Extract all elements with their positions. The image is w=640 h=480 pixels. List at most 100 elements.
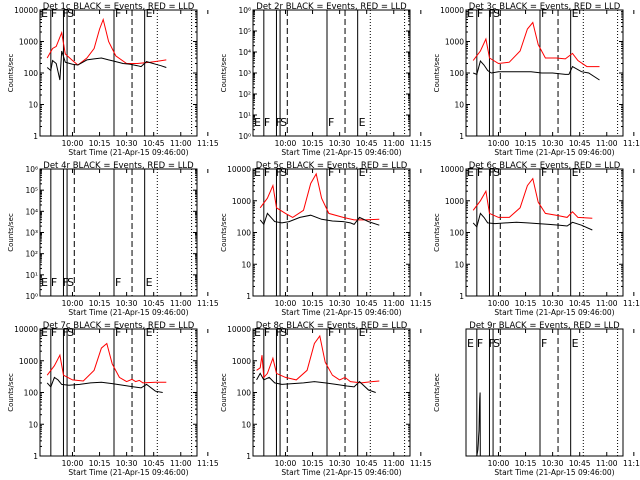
series-line-events <box>472 212 593 231</box>
interval-marker: E <box>41 7 48 20</box>
panel-title: Det 9r BLACK = Events, RED = LLD <box>469 321 620 331</box>
y-tick-label: 1 <box>459 292 464 301</box>
x-tick-label: 11:15 <box>410 299 432 308</box>
x-tick-label: 11:00 <box>170 299 192 308</box>
panel-title: Det 6c BLACK = Events, RED = LLD <box>469 161 621 171</box>
y-tick-label: 10000 <box>440 165 464 174</box>
y-tick-label: 1000 <box>445 38 464 47</box>
x-tick-label: 10:15 <box>302 299 324 308</box>
series-line-lld <box>46 342 167 384</box>
x-tick-label: 10:00 <box>488 299 510 308</box>
y-axis-label: Counts/sec <box>7 54 15 93</box>
y-tick-label: 10⁰ <box>238 132 251 141</box>
x-tick-label: 10:30 <box>116 459 138 468</box>
x-axis-label: Start Time (21-Apr-15 09:46:00) <box>281 468 401 477</box>
interval-marker: S <box>280 326 287 339</box>
x-axis-label: Start Time (21-Apr-15 09:46:00) <box>281 148 401 157</box>
x-tick-label: 10:00 <box>275 459 297 468</box>
panel-title: Det 8c BLACK = Events, RED = LLD <box>256 321 408 331</box>
interval-marker: E <box>146 326 153 339</box>
x-tick-label: 10:15 <box>89 459 111 468</box>
interval-marker: S <box>67 7 74 20</box>
interval-marker: E <box>359 326 366 339</box>
x-tick-label: 10:00 <box>275 139 297 148</box>
interval-marker: E <box>41 326 48 339</box>
y-tick-label: 10² <box>25 250 38 259</box>
x-tick-label: 10:45 <box>356 299 378 308</box>
x-tick-label: 10:30 <box>542 139 564 148</box>
interval-marker: E <box>572 337 579 350</box>
series-line-events <box>259 212 380 226</box>
interval-marker: F <box>115 326 121 339</box>
x-tick-label: 10:00 <box>62 299 84 308</box>
interval-marker: E <box>254 116 261 129</box>
series-line-events <box>256 372 376 393</box>
interval-marker: E <box>146 7 153 20</box>
interval-marker: E <box>254 166 261 179</box>
x-tick-label: 10:00 <box>275 299 297 308</box>
y-tick-label: 10 <box>28 101 38 110</box>
x-tick-label: 10:15 <box>515 459 537 468</box>
interval-marker: F <box>63 276 69 289</box>
y-tick-label: 10⁵ <box>238 27 251 36</box>
y-tick-label: 10⁰ <box>25 292 38 301</box>
x-tick-label: 10:00 <box>488 139 510 148</box>
interval-marker: E <box>146 276 153 289</box>
panel-title: Det 2r BLACK = Events, RED = LLD <box>256 2 407 12</box>
interval-marker: F <box>276 166 282 179</box>
interval-marker: F <box>541 7 547 20</box>
x-tick-label: 10:15 <box>515 139 537 148</box>
y-tick-label: 10⁴ <box>25 207 38 216</box>
x-axis-label: Start Time (21-Apr-15 09:46:00) <box>68 468 188 477</box>
x-axis-label: Start Time (21-Apr-15 09:46:00) <box>281 308 401 317</box>
y-tick-label: 1000 <box>445 197 464 206</box>
x-tick-label: 10:00 <box>62 459 84 468</box>
interval-marker: E <box>254 326 261 339</box>
series-line-lld <box>256 334 380 384</box>
series-line-lld <box>472 21 600 68</box>
interval-marker: F <box>477 166 483 179</box>
interval-marker: F <box>51 276 57 289</box>
y-tick-label: 1 <box>33 452 38 461</box>
x-tick-label: 10:45 <box>356 459 378 468</box>
x-tick-label: 10:15 <box>89 139 111 148</box>
series-line-events <box>46 50 167 81</box>
x-axis-label: Start Time (21-Apr-15 09:46:00) <box>494 468 614 477</box>
x-tick-label: 10:15 <box>302 139 324 148</box>
y-tick-label: 100 <box>24 69 39 78</box>
interval-marker: F <box>51 7 57 20</box>
interval-marker: F <box>328 116 334 129</box>
x-axis-label: Start Time (21-Apr-15 09:46:00) <box>68 308 188 317</box>
interval-marker: F <box>63 326 69 339</box>
x-tick-label: 11:15 <box>197 139 219 148</box>
y-tick-label: 10000 <box>14 6 38 15</box>
x-tick-label: 11:00 <box>170 459 192 468</box>
interval-marker: F <box>477 337 483 350</box>
y-tick-label: 1 <box>459 132 464 141</box>
interval-marker: S <box>67 276 74 289</box>
x-tick-label: 11:15 <box>410 459 432 468</box>
interval-marker: E <box>467 337 474 350</box>
x-tick-label: 10:15 <box>89 299 111 308</box>
x-tick-label: 10:30 <box>542 299 564 308</box>
y-tick-label: 100 <box>24 389 39 398</box>
x-tick-label: 10:30 <box>329 139 351 148</box>
x-tick-label: 10:00 <box>62 139 84 148</box>
y-tick-label: 1000 <box>232 197 251 206</box>
interval-marker: F <box>276 326 282 339</box>
series-line-events <box>476 392 481 457</box>
x-tick-label: 11:15 <box>410 139 432 148</box>
y-tick-label: 10 <box>241 420 251 429</box>
y-tick-label: 10000 <box>440 6 464 15</box>
interval-marker: F <box>489 166 495 179</box>
x-axis-label: Start Time (21-Apr-15 09:46:00) <box>494 148 614 157</box>
y-tick-label: 10 <box>28 420 38 429</box>
x-tick-label: 11:00 <box>383 299 405 308</box>
interval-marker: S <box>280 116 287 129</box>
y-tick-label: 10² <box>238 90 251 99</box>
y-axis-label: Counts/sec <box>433 213 441 252</box>
x-tick-label: 10:30 <box>116 139 138 148</box>
y-tick-label: 10⁶ <box>25 165 38 174</box>
